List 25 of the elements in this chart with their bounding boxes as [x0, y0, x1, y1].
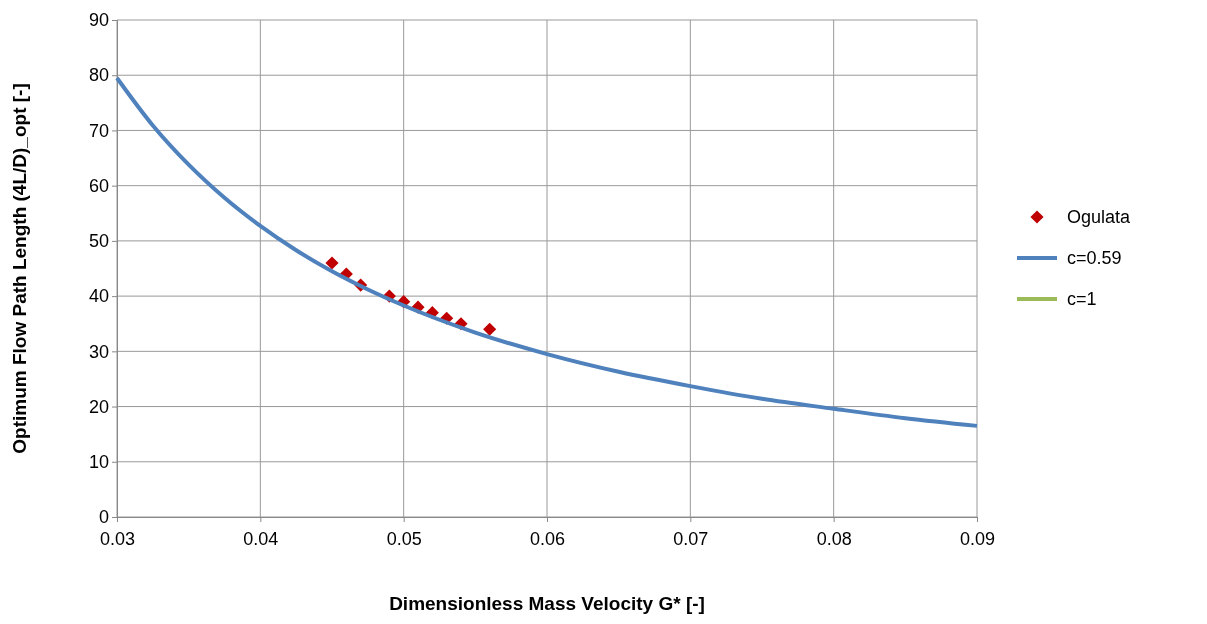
y-tick-label: 30 [88, 341, 109, 362]
y-tick-label: 70 [88, 120, 109, 141]
y-tick-label: 20 [88, 396, 109, 417]
legend-label: Ogulata [1067, 207, 1132, 227]
y-tick-label: 10 [88, 452, 109, 473]
x-tick-label: 0.07 [673, 528, 709, 549]
y-tick-label: 0 [98, 507, 109, 528]
x-tick-label: 0.05 [386, 528, 422, 549]
y-tick-label: 40 [88, 286, 109, 307]
y-axis-title: Optimum Flow Path Length (4L/D)_opt [-] [9, 83, 30, 454]
legend-label: c=0.59 [1067, 248, 1122, 268]
y-tick-label: 90 [88, 10, 109, 31]
y-tick-label: 80 [88, 65, 109, 86]
line-series [115, 75, 979, 428]
x-tick-label: 0.03 [99, 528, 136, 549]
y-tick-label: 50 [88, 231, 109, 252]
x-tick-label: 0.04 [243, 528, 279, 549]
point [483, 322, 497, 336]
y-tick-label: 60 [88, 175, 109, 196]
x-tick-label: 0.09 [959, 528, 996, 549]
x-tick-label: 0.06 [529, 528, 566, 549]
x-tick-label: 0.08 [816, 528, 852, 549]
point [325, 256, 339, 270]
x-axis-title: Dimensionless Mass Velocity G* [-] [389, 593, 705, 614]
legend-label: c=1 [1067, 289, 1097, 309]
